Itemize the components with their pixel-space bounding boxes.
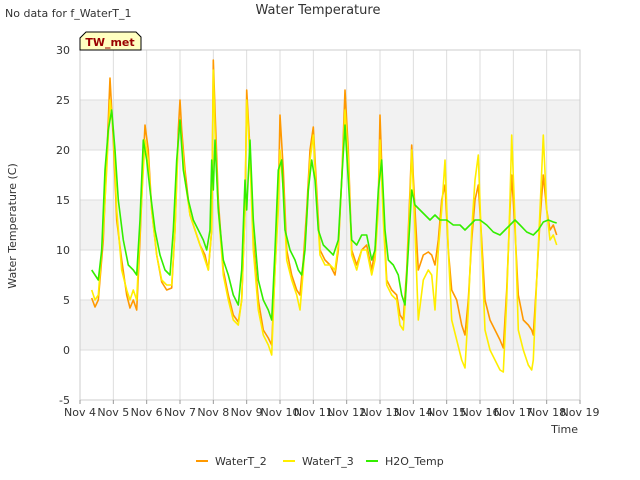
chart-title: Water Temperature bbox=[256, 3, 381, 18]
y-tick-label: 25 bbox=[56, 94, 70, 107]
legend: WaterT_2 WaterT_3 H2O_Temp bbox=[196, 455, 444, 468]
x-tick-label: Nov 17 bbox=[494, 406, 533, 419]
x-axis-label: Time bbox=[550, 423, 578, 436]
y-tick-label: -5 bbox=[59, 394, 70, 407]
x-tick-label: Nov 11 bbox=[294, 406, 333, 419]
station-label-text: TW_met bbox=[85, 36, 134, 49]
x-tick-label: Nov 14 bbox=[394, 406, 433, 419]
y-tick-label: 10 bbox=[56, 244, 70, 257]
x-tick-label: Nov 18 bbox=[527, 406, 566, 419]
plot-frame bbox=[79, 49, 581, 401]
x-tick-label: Nov 6 bbox=[131, 406, 163, 419]
x-tick-label: Nov 8 bbox=[197, 406, 229, 419]
series-line-h2o-temp bbox=[91, 109, 557, 321]
legend-label-watert-2: WaterT_2 bbox=[215, 455, 267, 468]
plot-band bbox=[80, 200, 580, 250]
series-line-watert-3 bbox=[90, 69, 558, 373]
series-layer bbox=[90, 59, 558, 373]
plot-band bbox=[80, 300, 580, 350]
x-tick-label: Nov 19 bbox=[561, 406, 600, 419]
y-axis-ticks: -5 0 5 10 15 20 25 30 bbox=[56, 44, 70, 407]
x-tick-label: Nov 10 bbox=[261, 406, 300, 419]
no-data-note: No data for f_WaterT_1 bbox=[5, 7, 131, 20]
y-tick-label: 0 bbox=[63, 344, 70, 357]
x-tick-label: Nov 4 bbox=[64, 406, 96, 419]
y-tick-label: 30 bbox=[56, 44, 70, 57]
legend-label-h2o-temp: H2O_Temp bbox=[385, 455, 444, 468]
x-tick-label: Nov 12 bbox=[327, 406, 366, 419]
x-tick-label: Nov 7 bbox=[164, 406, 196, 419]
y-tick-label: 5 bbox=[63, 294, 70, 307]
x-tick-label: Nov 5 bbox=[97, 406, 129, 419]
y-tick-label: 20 bbox=[56, 144, 70, 157]
station-label-box bbox=[79, 31, 142, 51]
x-tick-label: Nov 9 bbox=[231, 406, 263, 419]
x-tick-label: Nov 13 bbox=[361, 406, 400, 419]
x-tick-label: Nov 15 bbox=[427, 406, 466, 419]
plot-area bbox=[80, 50, 580, 400]
station-label: TW_met bbox=[79, 31, 142, 51]
y-axis-label: Water Temperature (C) bbox=[6, 163, 19, 288]
x-tick-label: Nov 16 bbox=[461, 406, 500, 419]
plot-band bbox=[80, 100, 580, 150]
legend-label-watert-3: WaterT_3 bbox=[302, 455, 354, 468]
y-tick-label: 15 bbox=[56, 194, 70, 207]
